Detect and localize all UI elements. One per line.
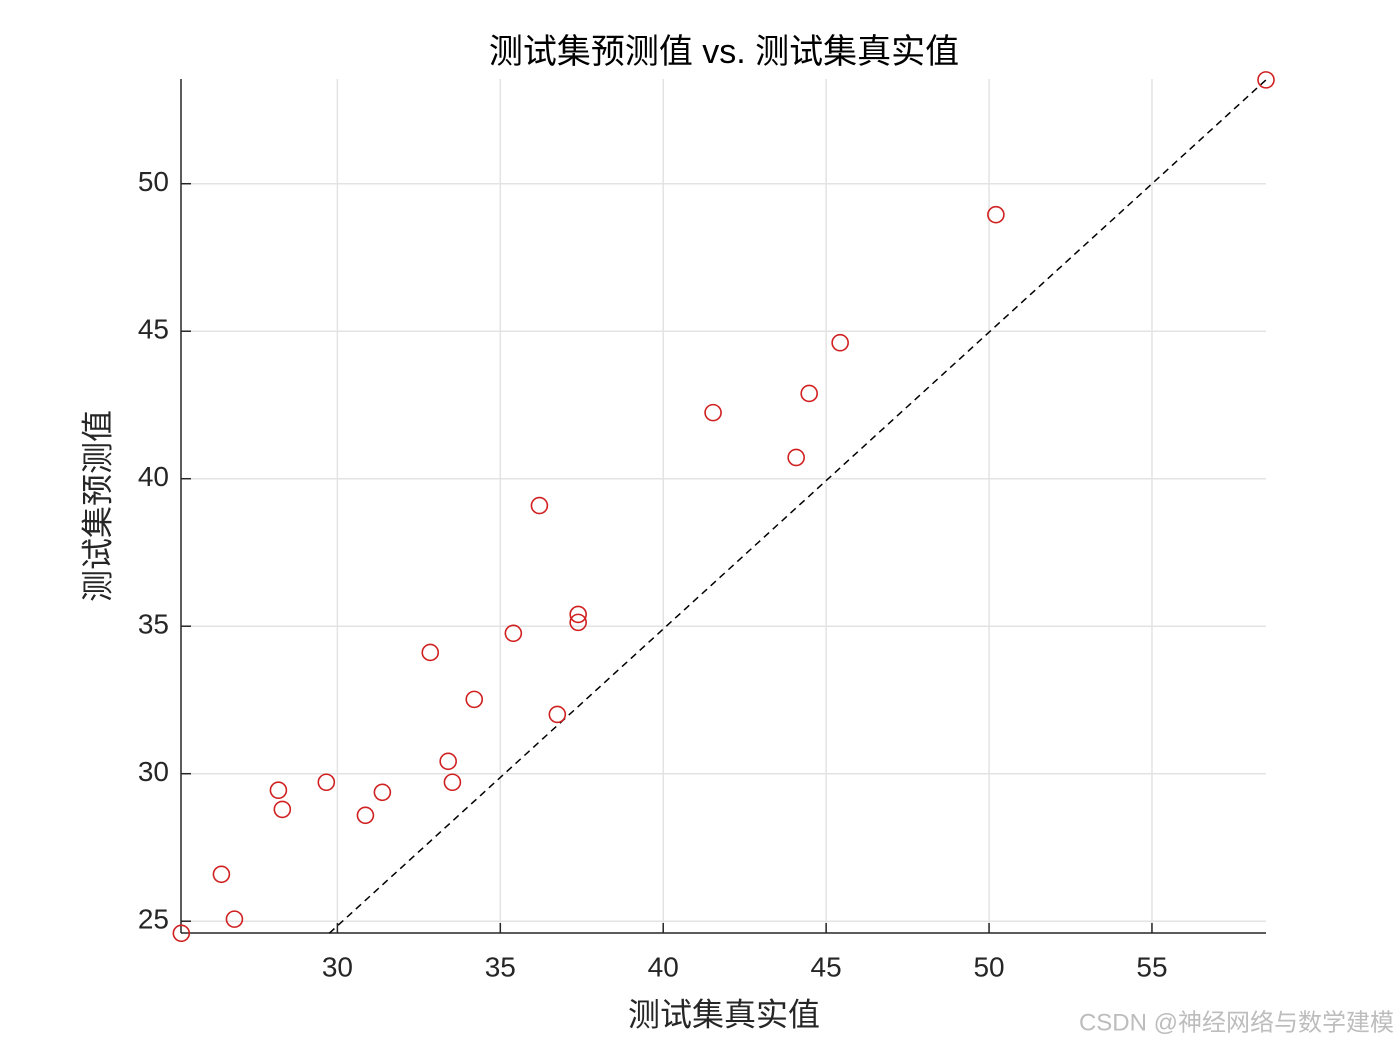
scatter-point — [443, 773, 462, 792]
y-tick-label: 25 — [138, 904, 169, 935]
x-tick-label: 40 — [648, 951, 679, 982]
x-axis-label: 测试集真实值 — [628, 996, 820, 1032]
y-tick-label: 40 — [138, 461, 169, 492]
y-axis-label: 测试集预测值 — [79, 410, 115, 602]
scatter-point — [269, 781, 288, 800]
scatter-point — [172, 924, 191, 943]
scatter-point — [530, 496, 549, 515]
scatter-point — [317, 773, 336, 792]
scatter-point — [465, 690, 484, 709]
scatter-point — [800, 384, 818, 403]
scatter-point — [273, 800, 292, 819]
watermark: CSDN @神经网络与数学建模 — [1079, 1009, 1394, 1036]
scatter-point — [569, 605, 587, 624]
scatter-point — [548, 705, 567, 724]
scatter-point — [439, 752, 457, 771]
scatter-point — [704, 403, 722, 422]
y-tick-label: 45 — [138, 314, 169, 345]
reference-line — [328, 79, 1267, 934]
y-tick-label: 50 — [138, 166, 169, 197]
scatter-point — [225, 910, 244, 928]
x-tick-label: 50 — [973, 951, 1004, 982]
chart-title: 测试集预测值 vs. 测试集真实值 — [489, 33, 959, 71]
scatter-point — [787, 448, 805, 467]
x-tick-label: 30 — [322, 951, 353, 982]
scatter-point — [569, 613, 587, 632]
x-tick-label: 35 — [485, 951, 516, 982]
scatter-point — [1257, 71, 1275, 89]
scatter-point — [421, 643, 440, 662]
scatter-point — [504, 624, 523, 643]
y-tick-label: 35 — [138, 609, 169, 640]
scatter-point — [212, 865, 231, 884]
x-tick-label: 55 — [1136, 951, 1167, 982]
scatter-point — [373, 783, 392, 802]
scatter-point — [356, 806, 375, 825]
x-tick-label: 45 — [811, 951, 842, 982]
scatter-point — [987, 205, 1005, 224]
y-tick-label: 30 — [138, 756, 169, 787]
scatter-point — [831, 333, 849, 352]
